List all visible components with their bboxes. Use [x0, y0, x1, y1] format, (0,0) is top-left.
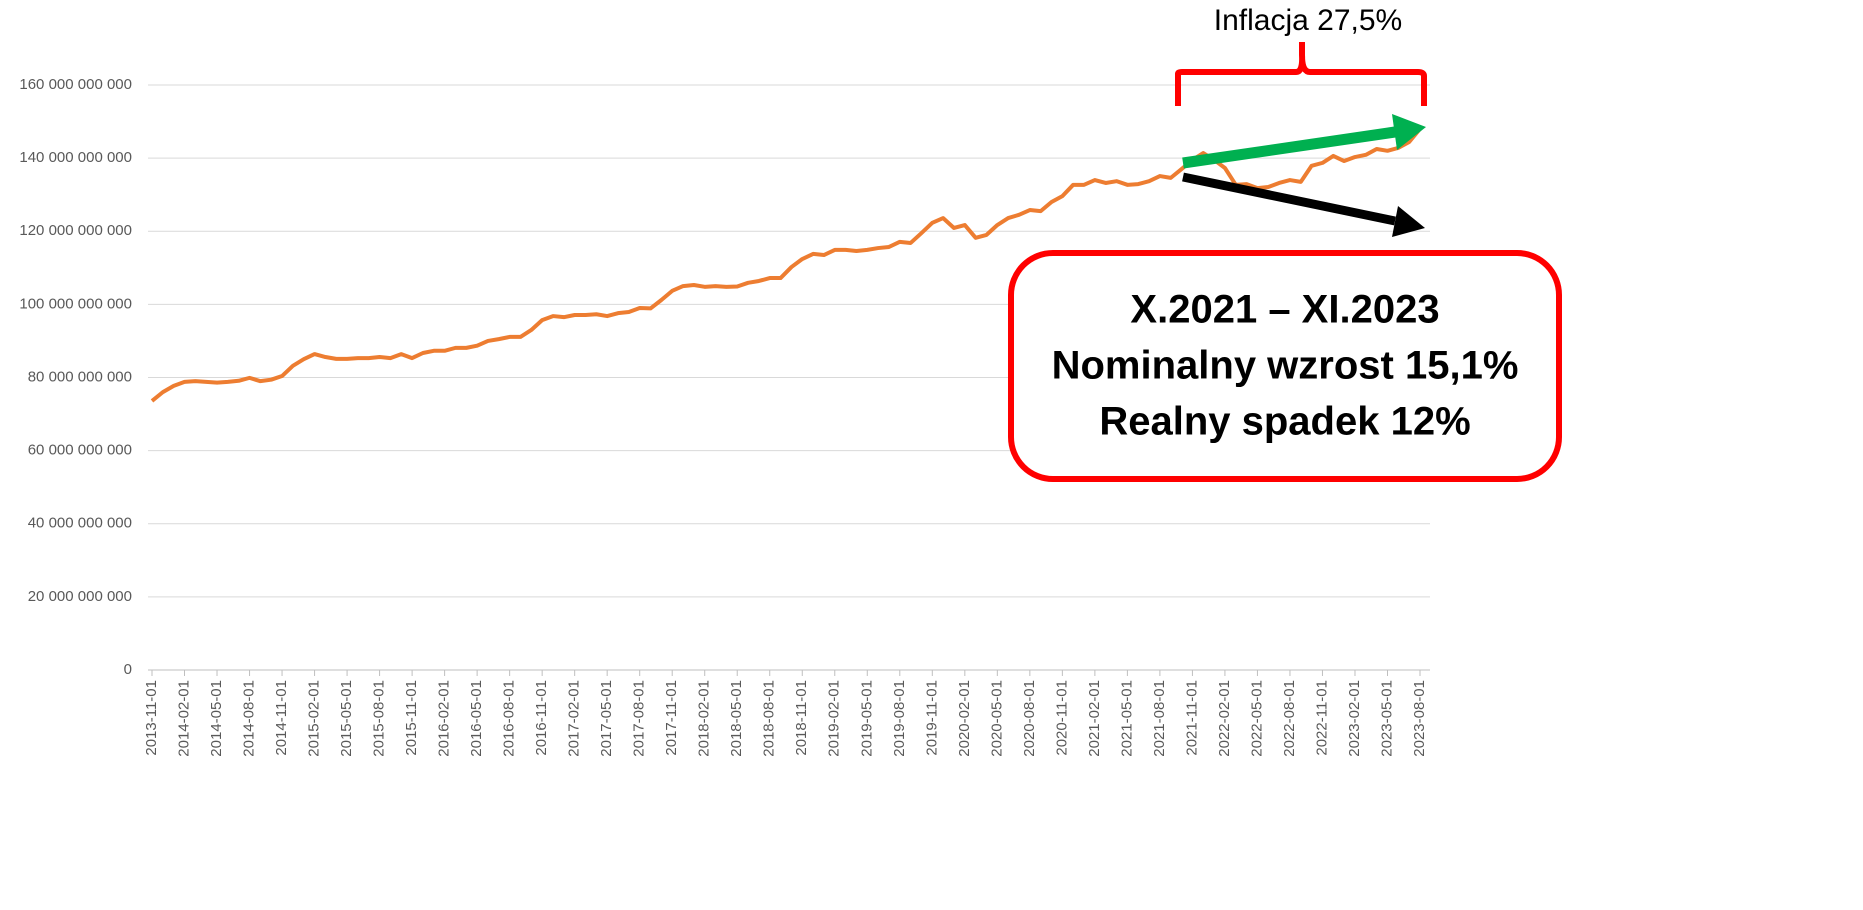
- x-tick-label: 2014-05-01: [208, 680, 225, 757]
- x-tick-label: 2015-05-01: [338, 680, 355, 757]
- x-tick-label: 2022-11-01: [1313, 680, 1330, 756]
- arrow-up-head: [1392, 114, 1426, 150]
- x-tick-label: 2022-02-01: [1216, 680, 1233, 757]
- y-tick-label: 0: [124, 661, 132, 678]
- x-tick-label: 2018-08-01: [761, 680, 778, 757]
- x-tick-label: 2016-02-01: [436, 680, 453, 757]
- x-tick-label: 2014-02-01: [175, 680, 192, 757]
- callout-line: Nominalny wzrost 15,1%: [1052, 344, 1519, 388]
- x-tick-label: 2020-02-01: [956, 680, 973, 757]
- x-tick-label: 2021-05-01: [1118, 680, 1135, 757]
- arrow-down-head: [1392, 206, 1425, 237]
- y-tick-label: 20 000 000 000: [28, 588, 132, 605]
- x-tick-label: 2023-02-01: [1346, 680, 1363, 757]
- x-tick-label: 2018-11-01: [793, 680, 810, 756]
- arrow-down: [1182, 172, 1396, 226]
- x-tick-label: 2017-08-01: [631, 680, 648, 757]
- x-tick-label: 2015-11-01: [403, 680, 420, 756]
- x-tick-label: 2021-08-01: [1151, 680, 1168, 757]
- x-tick-label: 2022-05-01: [1248, 680, 1265, 757]
- x-tick-label: 2016-08-01: [501, 680, 518, 757]
- y-tick-label: 160 000 000 000: [19, 76, 132, 93]
- x-tick-label: 2017-11-01: [663, 680, 680, 756]
- x-tick-label: 2019-05-01: [858, 680, 875, 757]
- x-tick-label: 2014-11-01: [273, 680, 290, 756]
- arrow-up: [1182, 126, 1396, 169]
- callout-line: X.2021 – XI.2023: [1130, 288, 1439, 332]
- x-tick-label: 2020-11-01: [1053, 680, 1070, 756]
- x-tick-label: 2018-02-01: [696, 680, 713, 757]
- callout-line: Realny spadek 12%: [1099, 400, 1470, 444]
- x-tick-label: 2016-05-01: [468, 680, 485, 757]
- x-tick-label: 2020-05-01: [988, 680, 1005, 757]
- x-tick-label: 2013-11-01: [143, 680, 160, 756]
- y-tick-label: 100 000 000 000: [19, 295, 132, 312]
- x-tick-label: 2022-08-01: [1281, 680, 1298, 757]
- x-tick-label: 2021-11-01: [1183, 680, 1200, 756]
- x-tick-label: 2021-02-01: [1086, 680, 1103, 757]
- x-tick-label: 2018-05-01: [728, 680, 745, 757]
- y-tick-label: 140 000 000 000: [19, 149, 132, 166]
- x-tick-label: 2016-11-01: [533, 680, 550, 756]
- plot-area: 0 20 000 000 000 40 000 000 000 60 000 000 …: [19, 76, 1430, 757]
- x-tick-label: 2023-05-01: [1378, 680, 1395, 757]
- x-tick-label: 2019-11-01: [923, 680, 940, 756]
- y-tick-label: 60 000 000 000: [28, 442, 132, 459]
- brace: [1175, 42, 1427, 106]
- y-tick-label: 120 000 000 000: [19, 222, 132, 239]
- x-tick-label: 2015-02-01: [306, 680, 323, 757]
- annotation: Inflacja 27,5%: [1214, 4, 1402, 37]
- y-tick-label: 80 000 000 000: [28, 368, 132, 385]
- y-tick-label: 40 000 000 000: [28, 515, 132, 532]
- x-tick-label: 2020-08-01: [1021, 680, 1038, 757]
- x-tick-label: 2015-08-01: [371, 680, 388, 757]
- x-tick-label: 2019-02-01: [826, 680, 843, 757]
- x-tick-label: 2014-08-01: [241, 680, 258, 757]
- x-tick-label: 2019-08-01: [891, 680, 908, 757]
- x-tick-label: 2017-02-01: [566, 680, 583, 757]
- x-tick-label: 2017-05-01: [598, 680, 615, 757]
- callout-box: [1008, 250, 1562, 482]
- x-tick-label: 2023-08-01: [1411, 680, 1428, 757]
